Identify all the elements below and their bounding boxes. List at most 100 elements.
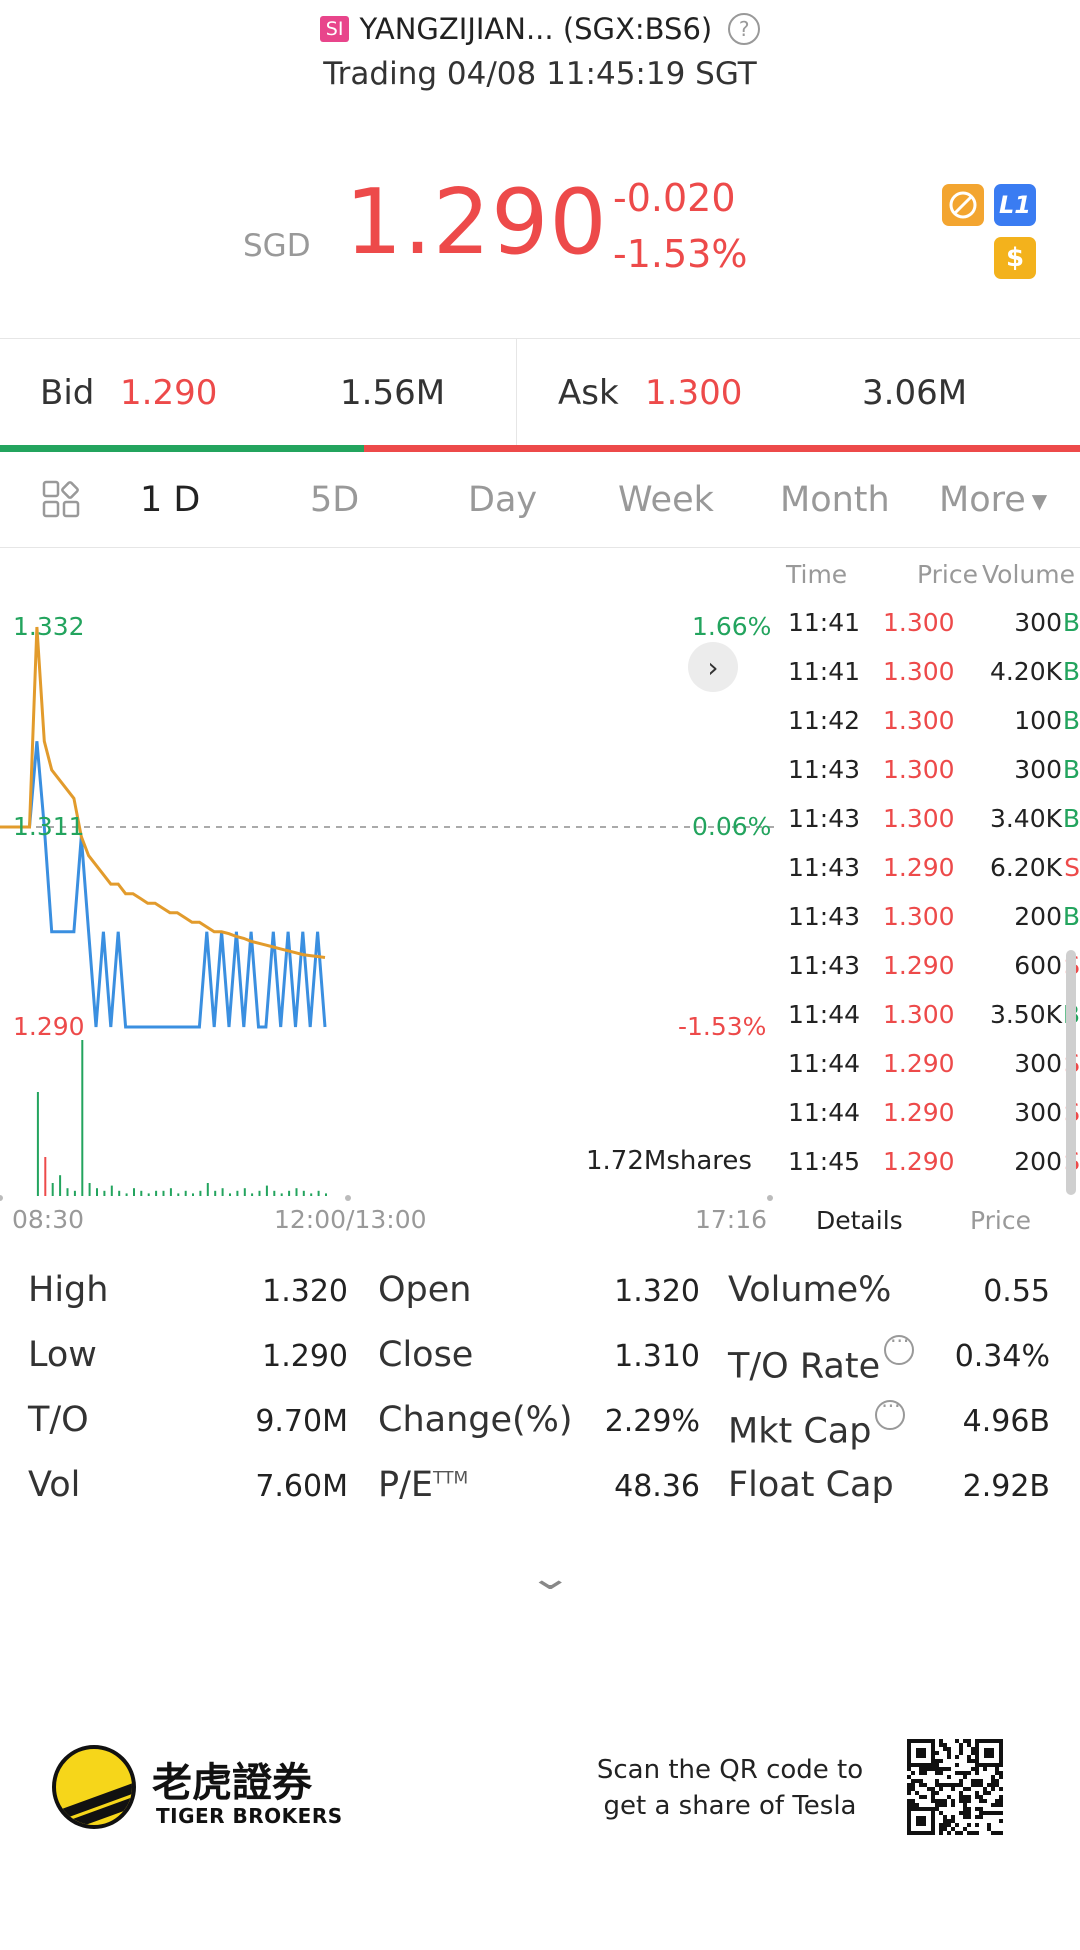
tick-side: S bbox=[1064, 853, 1080, 882]
tab-week[interactable]: Week bbox=[618, 480, 714, 520]
stat-open-label: Open bbox=[378, 1270, 472, 1310]
tick-side: B bbox=[1062, 804, 1080, 833]
promo-line-1: Scan the QR code to bbox=[596, 1755, 864, 1785]
volume-bar bbox=[125, 1193, 128, 1196]
tick-price: 1.300 bbox=[883, 902, 955, 931]
bid-ask-panel[interactable]: Bid 1.290 1.56M Ask 1.300 3.06M bbox=[0, 338, 1080, 452]
price-change: -0.020 bbox=[613, 176, 736, 220]
volume-bar bbox=[110, 1185, 113, 1196]
tick-volume: 100 bbox=[1014, 706, 1062, 735]
tick-row: 11:41 1.300 300 B bbox=[776, 608, 1080, 657]
tick-side: B bbox=[1062, 657, 1080, 686]
tick-price: 1.290 bbox=[883, 1098, 955, 1127]
stat-close-label: Close bbox=[378, 1335, 474, 1375]
tick-row: 11:441.290300S bbox=[776, 1049, 1080, 1098]
tick-side: B bbox=[1062, 755, 1080, 784]
more-info-icon[interactable] bbox=[884, 1329, 915, 1365]
tab-details[interactable]: Details bbox=[816, 1206, 903, 1235]
tab-more[interactable]: More ▼ bbox=[939, 480, 1047, 520]
stat-float-cap-label: Float Cap bbox=[728, 1465, 894, 1505]
period-tabs: 1 D 5D Day Week Month More ▼ bbox=[0, 452, 1080, 548]
tick-volume: 3.50K bbox=[989, 1000, 1062, 1029]
volume-bar bbox=[133, 1188, 135, 1196]
tick-side: B bbox=[1062, 608, 1080, 637]
level1-icon[interactable]: L1 bbox=[994, 184, 1036, 226]
tick-row: 11:42 1.300 100 B bbox=[776, 706, 1080, 755]
tick-time: 11:44 bbox=[788, 1098, 861, 1127]
tick-volume: 4.20K bbox=[989, 657, 1062, 686]
volume-bar bbox=[192, 1193, 194, 1196]
tab-day[interactable]: Day bbox=[468, 480, 538, 520]
volume-bar bbox=[265, 1185, 268, 1196]
volume-bar bbox=[66, 1188, 69, 1196]
tab-5d[interactable]: 5D bbox=[310, 480, 360, 520]
tick-row: 11:41 1.300 4.20K B bbox=[776, 657, 1080, 706]
time-axis-mid: 12:00/13:00 bbox=[274, 1205, 427, 1234]
chart-prev-close-label: 1.311 bbox=[13, 812, 85, 841]
volume-bar bbox=[169, 1188, 172, 1196]
tick-time: 11:41 bbox=[788, 657, 861, 686]
tab-1d[interactable]: 1 D bbox=[140, 480, 201, 520]
qr-code-icon[interactable] bbox=[906, 1738, 1004, 1836]
stat-pe-label: P/ETTM bbox=[378, 1465, 468, 1505]
chevron-right-icon[interactable]: › bbox=[688, 642, 738, 692]
tick-row: 11:431.290600S bbox=[776, 951, 1080, 1000]
quote-panel: SGD 1.290 -0.020 -1.53% L1 $ bbox=[0, 170, 1080, 280]
tick-scrollbar[interactable] bbox=[1066, 950, 1076, 1195]
stat-mkt-cap-value: 4.96B bbox=[962, 1404, 1050, 1439]
question-circle-icon[interactable]: ? bbox=[728, 13, 761, 45]
stat-volume-pct-value: 0.55 bbox=[983, 1274, 1050, 1309]
tick-price: 1.290 bbox=[883, 1049, 955, 1078]
tick-time: 11:44 bbox=[788, 1049, 861, 1078]
trading-status: Trading 04/08 11:45:19 SGT bbox=[323, 56, 757, 92]
intraday-chart[interactable]: 1.332 1.311 1.290 1.66% 0.06% -1.53% › 1… bbox=[0, 552, 776, 1212]
tick-time: 11:42 bbox=[788, 706, 861, 735]
stat-mkt-cap-text: Mkt Cap bbox=[728, 1411, 872, 1452]
header: SI YANGZIJIAN... (SGX:BS6) ? Trading 04/… bbox=[0, 0, 1080, 110]
volume-bar bbox=[280, 1193, 283, 1196]
stat-mkt-cap-label[interactable]: Mkt Cap bbox=[728, 1394, 906, 1452]
stat-change-label: Change(%) bbox=[378, 1400, 573, 1440]
bid-size: 1.56M bbox=[340, 373, 446, 413]
tick-row: 11:43 1.300 300 B bbox=[776, 755, 1080, 804]
volume-bar bbox=[236, 1190, 239, 1196]
tick-side: B bbox=[1062, 706, 1080, 735]
volume-bar bbox=[44, 1157, 47, 1196]
tick-price: 1.290 bbox=[883, 853, 955, 882]
tab-more-label: More bbox=[939, 480, 1026, 520]
volume-bar bbox=[295, 1188, 298, 1196]
tick-list[interactable]: Time Price Volume 11:41 1.300 300 B 11:41 1.3… bbox=[776, 556, 1080, 1196]
bid-label: Bid bbox=[40, 373, 95, 413]
dollar-icon[interactable]: $ bbox=[994, 237, 1036, 279]
stock-title[interactable]: YANGZIJIAN... (SGX:BS6) bbox=[359, 12, 713, 46]
tab-month[interactable]: Month bbox=[780, 480, 890, 520]
stat-low-label: Low bbox=[28, 1335, 97, 1375]
chevron-down-icon[interactable]: ⌄ bbox=[527, 1558, 574, 1598]
chart-low-label: 1.290 bbox=[13, 1012, 85, 1041]
tick-time: 11:41 bbox=[788, 608, 861, 637]
tab-price-ladder[interactable]: Price bbox=[970, 1206, 1031, 1235]
stat-change-value: 2.29% bbox=[604, 1404, 700, 1439]
tick-side: B bbox=[1062, 902, 1080, 931]
tick-volume: 200 bbox=[1014, 902, 1062, 931]
volume-bar bbox=[96, 1188, 98, 1196]
tick-price: 1.290 bbox=[883, 1147, 955, 1176]
stat-turnover-label: T/O bbox=[28, 1400, 89, 1440]
volume-bar bbox=[273, 1190, 276, 1196]
chart-low-pct: -1.53% bbox=[678, 1012, 767, 1041]
stat-close-value: 1.310 bbox=[614, 1339, 700, 1374]
grid-layout-icon[interactable] bbox=[42, 480, 82, 520]
chart-canvas[interactable] bbox=[0, 552, 776, 1212]
more-info-icon[interactable] bbox=[875, 1394, 906, 1430]
stat-high-value: 1.320 bbox=[262, 1274, 348, 1309]
stat-pe-ttm: TTM bbox=[433, 1468, 469, 1489]
volume-bar bbox=[310, 1193, 313, 1196]
no-short-icon[interactable] bbox=[942, 184, 984, 226]
promo-line-2: get a share of Tesla bbox=[603, 1791, 857, 1821]
stat-float-cap-value: 2.92B bbox=[962, 1469, 1050, 1504]
stat-to-rate-value: 0.34% bbox=[954, 1339, 1050, 1374]
ticks-header-volume: Volume bbox=[982, 560, 1075, 589]
stat-low-value: 1.290 bbox=[262, 1339, 348, 1374]
stat-to-rate-label[interactable]: T/O Rate bbox=[728, 1329, 915, 1387]
brand-name-cn: 老虎證券 bbox=[152, 1760, 312, 1806]
